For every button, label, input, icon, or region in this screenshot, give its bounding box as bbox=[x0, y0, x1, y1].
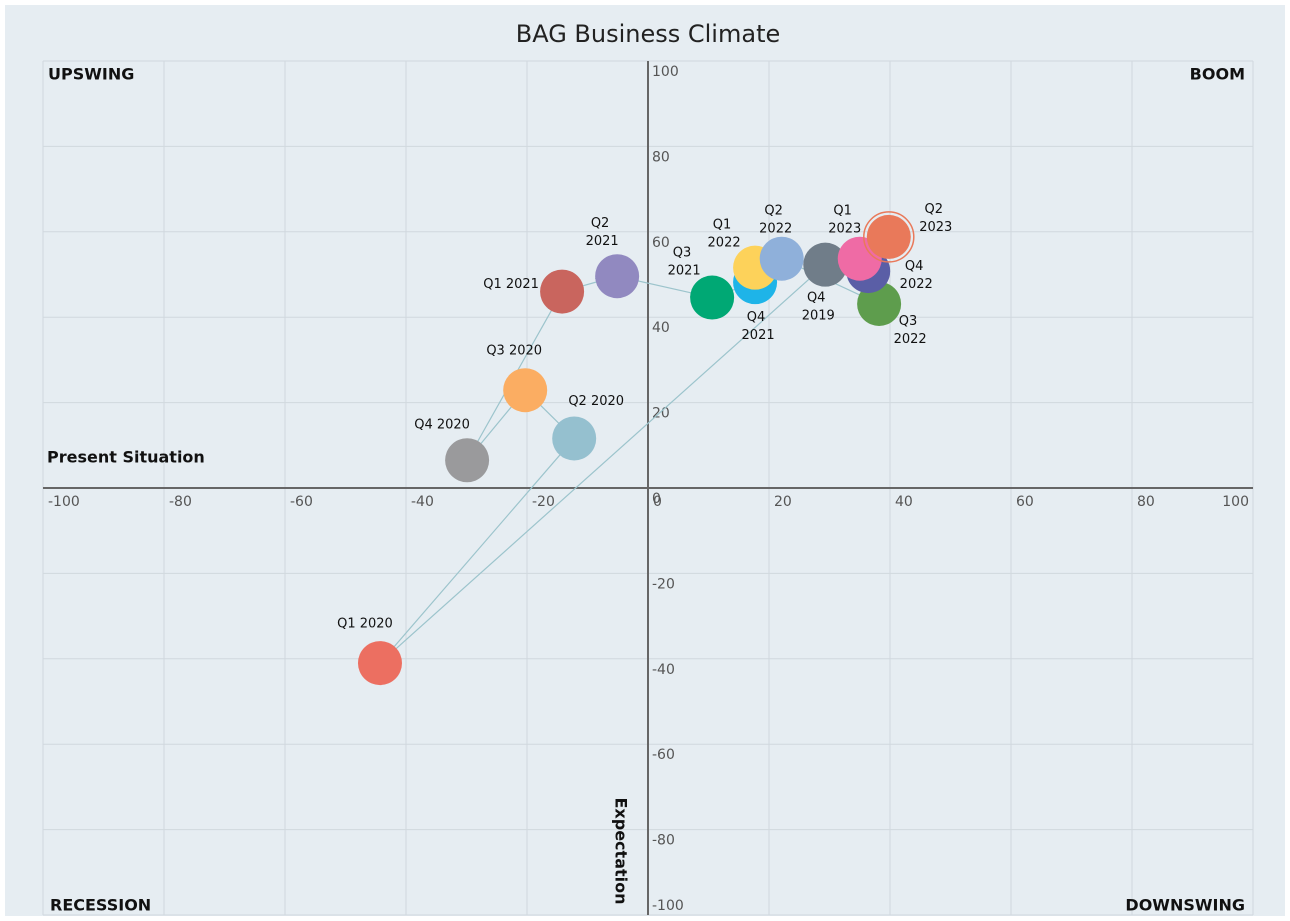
x-tick-label: -20 bbox=[532, 494, 555, 510]
y-tick-label: -60 bbox=[652, 747, 675, 763]
y-tick-label: -20 bbox=[652, 576, 675, 592]
y-tick-label: -100 bbox=[652, 898, 684, 914]
points: Q4 2019 Q1 2020 Q2 2020 Q3 2020 Q4 2020 Q1 20… bbox=[337, 201, 952, 686]
point bbox=[445, 438, 490, 483]
x-tick-label: -40 bbox=[411, 494, 434, 510]
connector bbox=[388, 448, 566, 654]
point-label: Q3 2021 bbox=[668, 245, 701, 278]
x-tick-label: -80 bbox=[169, 494, 192, 510]
point bbox=[759, 236, 804, 281]
highlight-ring bbox=[863, 211, 915, 263]
point-label: Q3 2022 bbox=[894, 313, 927, 346]
point-label: Q4 2020 bbox=[414, 418, 470, 433]
connector bbox=[390, 273, 816, 654]
quadrant-label: RECESSION bbox=[50, 896, 151, 915]
chart-title: BAG Business Climate bbox=[516, 20, 781, 48]
point-label: Q4 2019 bbox=[802, 290, 835, 323]
point bbox=[866, 214, 911, 259]
point-label: Q4 2021 bbox=[742, 310, 775, 343]
x-tick-label: -60 bbox=[290, 494, 313, 510]
point-label: Q1 2023 bbox=[828, 203, 861, 236]
point-label: Q2 2022 bbox=[759, 203, 792, 236]
quadrant-label: DOWNSWING bbox=[1125, 896, 1245, 915]
y-axis-title: Expectation bbox=[612, 798, 631, 905]
point bbox=[503, 368, 548, 413]
y-tick-label: 80 bbox=[652, 149, 670, 165]
connector bbox=[476, 399, 518, 450]
point-label: Q1 2022 bbox=[708, 217, 741, 250]
y-tick-label: 60 bbox=[652, 235, 670, 251]
grid: -100 -80 -60 -40 -20 0 20 40 60 80 100 -100 -80 -60 -4… bbox=[42, 60, 1254, 916]
x-tick-label: 40 bbox=[895, 494, 913, 510]
point-label: Q3 2020 bbox=[486, 344, 542, 359]
x-tick-label: 20 bbox=[774, 494, 792, 510]
point-label: Q1 2020 bbox=[337, 617, 393, 632]
point-label: Q1 2021 bbox=[483, 277, 539, 292]
connector bbox=[629, 278, 699, 295]
quadrant-label: UPSWING bbox=[48, 65, 134, 84]
background bbox=[5, 5, 1285, 916]
y-tick-label: 40 bbox=[652, 320, 670, 336]
x-axis-title: Present Situation bbox=[47, 448, 205, 467]
point-label: Q4 2022 bbox=[900, 259, 933, 292]
y-tick-label: -80 bbox=[652, 833, 675, 849]
y-tick-label: 100 bbox=[652, 64, 679, 80]
point-label: Q2 2020 bbox=[568, 394, 624, 409]
point bbox=[552, 416, 597, 461]
point-label: Q2 2021 bbox=[586, 216, 619, 249]
x-tick-label: 100 bbox=[1222, 494, 1249, 510]
point bbox=[357, 641, 402, 686]
quadrant-label: BOOM bbox=[1190, 65, 1245, 84]
y-tick-label: 20 bbox=[652, 406, 670, 422]
y-tick-label: -40 bbox=[652, 662, 675, 678]
x-tick-label: 60 bbox=[1016, 494, 1034, 510]
x-tick-label: -100 bbox=[48, 494, 80, 510]
x-tick-label: 0 bbox=[653, 494, 662, 510]
point bbox=[540, 269, 585, 314]
y-tick-label: 0 bbox=[652, 491, 661, 507]
point bbox=[595, 254, 640, 299]
point bbox=[803, 242, 848, 287]
point-label: Q2 2023 bbox=[919, 201, 952, 234]
x-tick-label: 80 bbox=[1137, 494, 1155, 510]
point bbox=[690, 275, 735, 320]
